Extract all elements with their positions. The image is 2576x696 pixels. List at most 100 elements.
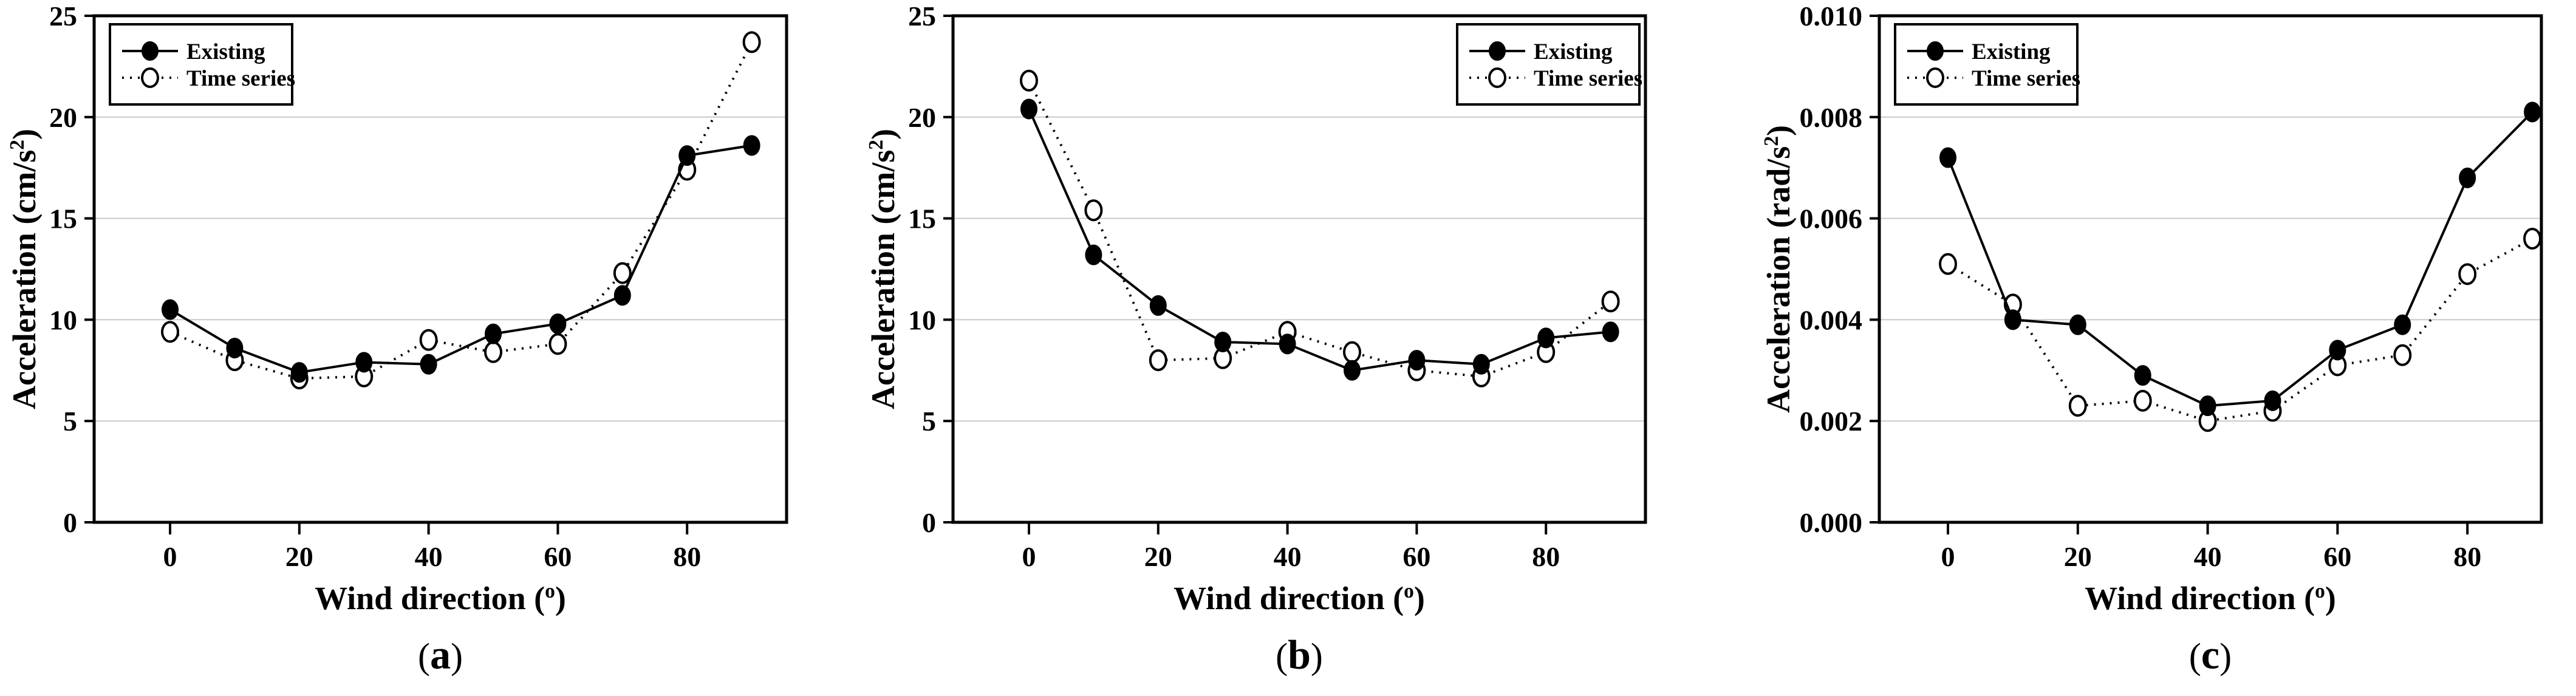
filled-circle-marker bbox=[1214, 332, 1232, 353]
open-circle-marker bbox=[1601, 290, 1620, 313]
chart-panel-b: 0 5 10 15 20 25 0 20 40 60 80 Existing Time series A… bbox=[859, 0, 1718, 696]
x-tick-label: 40 bbox=[1274, 541, 1302, 572]
x-axis-label: Wind direction (o) bbox=[315, 579, 566, 617]
open-circle-marker bbox=[742, 31, 761, 53]
y-tick-label: 15 bbox=[49, 203, 77, 234]
filled-circle-marker bbox=[290, 362, 308, 383]
open-circle-marker bbox=[2068, 395, 2087, 417]
open-circle-marker bbox=[484, 341, 502, 363]
open-circle-marker bbox=[161, 321, 179, 343]
filled-circle-marker bbox=[420, 353, 437, 375]
y-axis-label: Acceleration (cm/s2) bbox=[5, 129, 43, 409]
x-axis-label-text: Wind direction ( bbox=[1174, 580, 1404, 616]
filled-circle-marker bbox=[2459, 167, 2476, 188]
y-axis-label-sup: 2 bbox=[865, 139, 887, 150]
legend-box bbox=[1894, 23, 2079, 106]
y-tick-label: 0 bbox=[922, 507, 936, 538]
x-tick-label: 40 bbox=[2194, 541, 2222, 572]
y-tick-label: 0.008 bbox=[1800, 102, 1863, 133]
y-axis-label-text: Acceleration (rad/s bbox=[1760, 146, 1797, 414]
open-circle-marker bbox=[2133, 389, 2152, 412]
open-circle-marker bbox=[419, 329, 438, 351]
panel-caption-c: (c) bbox=[2188, 631, 2232, 678]
y-tick-label: 25 bbox=[908, 1, 936, 32]
legend-label: Existing bbox=[1972, 39, 2051, 64]
x-axis-label-text: Wind direction ( bbox=[2085, 580, 2315, 616]
panel-caption-letter: a bbox=[430, 631, 451, 678]
panel-caption-letter: b bbox=[1288, 631, 1311, 678]
x-axis-label: Wind direction (o) bbox=[1174, 579, 1425, 617]
legend-open-circle bbox=[141, 67, 159, 88]
x-axis-label-sup: o bbox=[2315, 580, 2325, 602]
y-axis-label-sup: 2 bbox=[6, 139, 29, 150]
open-circle-marker bbox=[613, 262, 632, 284]
series-line-existing bbox=[1028, 108, 1611, 372]
panel-caption-letter: c bbox=[2201, 631, 2220, 678]
legend-label: Existing bbox=[1534, 39, 1613, 64]
y-tick-label: 25 bbox=[49, 1, 77, 32]
filled-circle-marker bbox=[2004, 309, 2021, 330]
y-tick-label: 0.010 bbox=[1800, 1, 1863, 32]
x-axis-label-close: ) bbox=[555, 580, 566, 616]
x-tick-label: 80 bbox=[673, 541, 701, 572]
legend-open-circle bbox=[1926, 67, 1944, 88]
filled-circle-marker bbox=[1602, 321, 1619, 343]
filled-circle-marker bbox=[2264, 390, 2281, 411]
x-tick-label: 20 bbox=[1144, 541, 1172, 572]
series-line-existing bbox=[1947, 111, 2533, 408]
filled-circle-marker bbox=[1472, 353, 1490, 375]
open-circle-marker bbox=[2458, 263, 2477, 285]
filled-circle-marker bbox=[2069, 314, 2086, 335]
x-axis-label: Wind direction (o) bbox=[2085, 579, 2336, 617]
open-circle-marker bbox=[2393, 344, 2412, 366]
panel-caption-a: (a) bbox=[418, 631, 463, 678]
x-tick-label: 0 bbox=[1941, 541, 1955, 572]
series-line-time-series bbox=[1028, 80, 1611, 378]
x-tick-label: 60 bbox=[1402, 541, 1430, 572]
open-circle-marker bbox=[1939, 253, 1957, 275]
chart-c-plot: 0.000 0.002 0.004 0.006 0.008 0.010 0 20 40 60 80 E… bbox=[1800, 1, 2543, 572]
x-axis-label-sup: o bbox=[1404, 580, 1414, 602]
legend-label: Time series bbox=[1972, 66, 2080, 91]
chart-panel-a: 0 5 10 15 20 25 0 20 40 60 80 Existing Time series A… bbox=[0, 0, 859, 696]
plot-frame bbox=[92, 14, 788, 524]
series-line-time-series bbox=[169, 41, 753, 380]
legend-box bbox=[1456, 23, 1641, 106]
x-tick-label: 0 bbox=[163, 541, 177, 572]
x-tick-label: 20 bbox=[285, 541, 313, 572]
plot-frame bbox=[1877, 14, 2543, 524]
y-tick-label: 5 bbox=[63, 406, 77, 437]
filled-circle-marker bbox=[549, 313, 567, 335]
y-tick-label: 0.002 bbox=[1800, 406, 1863, 437]
y-axis-label-text: Acceleration (cm/s bbox=[865, 149, 901, 410]
y-tick-label: 15 bbox=[908, 203, 936, 234]
panel-caption-b: (b) bbox=[1276, 631, 1323, 678]
open-circle-marker bbox=[1343, 341, 1361, 363]
x-tick-label: 60 bbox=[544, 541, 572, 572]
open-circle-marker bbox=[548, 333, 567, 355]
chart-panel-c: 0.000 0.002 0.004 0.006 0.008 0.010 0 20 40 60 80 E… bbox=[1718, 0, 2576, 696]
filled-circle-marker bbox=[485, 323, 502, 344]
x-axis-label-close: ) bbox=[1413, 580, 1425, 616]
x-tick-label: 20 bbox=[2064, 541, 2092, 572]
filled-circle-marker bbox=[2199, 395, 2216, 417]
filled-circle-marker bbox=[1408, 350, 1426, 371]
legend-label: Time series bbox=[1534, 66, 1642, 91]
series-line-time-series bbox=[1947, 237, 2533, 423]
legend-filled-circle bbox=[1927, 41, 1944, 61]
y-axis-label-text: Acceleration (cm/s bbox=[6, 149, 43, 410]
x-tick-label: 80 bbox=[1532, 541, 1560, 572]
filled-circle-marker bbox=[1344, 360, 1361, 381]
y-axis-label-close: ) bbox=[6, 128, 43, 140]
y-tick-label: 0 bbox=[63, 507, 77, 538]
filled-circle-marker bbox=[2134, 365, 2151, 386]
filled-circle-marker bbox=[1085, 244, 1102, 265]
series-line-existing bbox=[169, 144, 752, 374]
x-tick-label: 60 bbox=[2323, 541, 2351, 572]
open-circle-marker bbox=[2523, 227, 2542, 250]
x-axis-label-sup: o bbox=[545, 580, 555, 602]
y-axis-label-close: ) bbox=[865, 128, 901, 140]
filled-circle-marker bbox=[2329, 339, 2346, 361]
